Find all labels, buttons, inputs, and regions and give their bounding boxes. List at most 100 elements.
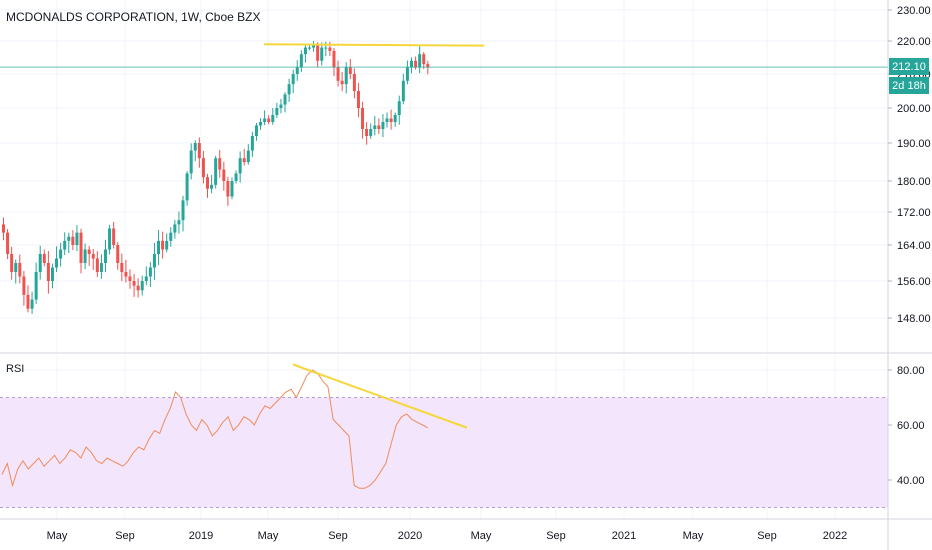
candle-body	[393, 115, 397, 122]
candle-body	[259, 122, 263, 126]
countdown-label: 2d 18h	[892, 80, 926, 92]
x-tick-label: Sep	[757, 530, 777, 542]
candle-body	[218, 158, 222, 170]
candle-body	[10, 254, 14, 272]
candle-body	[352, 74, 356, 91]
candle-body	[401, 80, 405, 102]
candle-body	[132, 281, 136, 286]
candle-body	[279, 104, 283, 108]
candle-body	[30, 299, 34, 309]
rsi-scale[interactable]: 40.00 60.00 80.00	[888, 365, 925, 487]
candle-body	[79, 232, 83, 263]
candle-body	[381, 122, 385, 129]
rsi-title: RSI	[6, 363, 24, 375]
candle-body	[95, 258, 99, 272]
candle-body	[185, 173, 189, 201]
candle-body	[140, 281, 144, 291]
candle-body	[344, 67, 348, 85]
x-tick-label: Sep	[546, 530, 566, 542]
candle-body	[283, 94, 287, 105]
candle-body	[263, 118, 267, 122]
candle-body	[112, 228, 116, 245]
candle-body	[75, 232, 79, 245]
candle-body	[234, 173, 238, 181]
candle-body	[87, 249, 91, 254]
x-tick-label: May	[47, 530, 68, 542]
candle-body	[385, 118, 389, 122]
candle-body	[148, 267, 152, 277]
candle-body	[414, 60, 418, 68]
candle-body	[328, 47, 332, 51]
candle-body	[104, 249, 107, 263]
candle-body	[128, 276, 132, 281]
candle-body	[291, 74, 295, 85]
chart-title: MCDONALDS CORPORATION, 1W, Cboe BZX	[6, 10, 261, 24]
candle-body	[397, 101, 401, 115]
candle-body	[340, 80, 344, 85]
candle-body	[116, 245, 120, 263]
candle-body	[410, 60, 413, 68]
candle-body	[299, 54, 303, 68]
candle-body	[157, 240, 161, 254]
candle-body	[177, 220, 181, 225]
candle-body	[308, 47, 311, 49]
candle-body	[324, 47, 328, 49]
rsi-line	[1, 369, 429, 489]
candle-body	[71, 236, 75, 245]
rsi-tick-label: 40.00	[897, 475, 925, 487]
candle-body	[295, 67, 299, 74]
x-tick-label: Sep	[115, 530, 135, 542]
candle-body	[373, 125, 377, 129]
candle-body	[214, 158, 218, 185]
candle-body	[42, 254, 46, 263]
candle-body	[152, 254, 156, 268]
y-tick-label: 156.00	[897, 276, 931, 288]
time-scale[interactable]: May Sep 2019 May Sep 2020 May Sep 2021 May Sep 2022	[47, 530, 848, 542]
candle-body	[14, 263, 18, 272]
candle-body	[59, 249, 63, 259]
price-pane[interactable]	[0, 0, 888, 353]
candle-body	[136, 285, 140, 291]
x-tick-label: 2022	[823, 530, 847, 542]
candle-body	[67, 236, 71, 241]
candle-body	[246, 150, 250, 162]
candle-body	[254, 125, 258, 136]
candle-body	[63, 240, 67, 250]
rsi-band	[0, 397, 888, 508]
x-tick-label: 2020	[398, 530, 422, 542]
x-tick-label: 2021	[612, 530, 636, 542]
candle-body	[361, 108, 365, 129]
price-trendline[interactable]	[263, 43, 485, 47]
rsi-tick-label: 60.00	[897, 420, 925, 432]
candle-body	[38, 254, 42, 272]
y-tick-label: 200.00	[897, 103, 931, 115]
candle-body	[50, 267, 54, 281]
candles	[2, 40, 430, 314]
candle-body	[193, 143, 197, 151]
candle-body	[55, 258, 59, 268]
last-price-badge	[889, 58, 929, 75]
candle-body	[165, 240, 169, 250]
rsi-trendline[interactable]	[292, 363, 468, 429]
price-scale[interactable]: 148.00 156.00 164.00 172.00 180.00 190.00 200.…	[888, 5, 931, 325]
candle-body	[320, 47, 324, 61]
candle-body	[369, 129, 373, 136]
candle-body	[161, 240, 165, 250]
candle-body	[26, 294, 30, 309]
candle-body	[91, 254, 95, 259]
rsi-tick-label: 80.00	[897, 365, 925, 377]
candle-body	[312, 44, 316, 48]
candle-body	[250, 136, 254, 151]
candle-body	[189, 150, 193, 174]
candle-body	[173, 224, 177, 233]
candle-body	[405, 67, 409, 81]
candle-body	[222, 169, 226, 181]
candle-body	[418, 54, 422, 68]
candle-body	[6, 232, 10, 254]
y-tick-label: 180.00	[897, 176, 931, 188]
candle-body	[316, 44, 320, 61]
candle-body	[34, 272, 38, 300]
y-tick-label: 220.00	[897, 36, 931, 48]
x-tick-label: 2019	[189, 530, 213, 542]
